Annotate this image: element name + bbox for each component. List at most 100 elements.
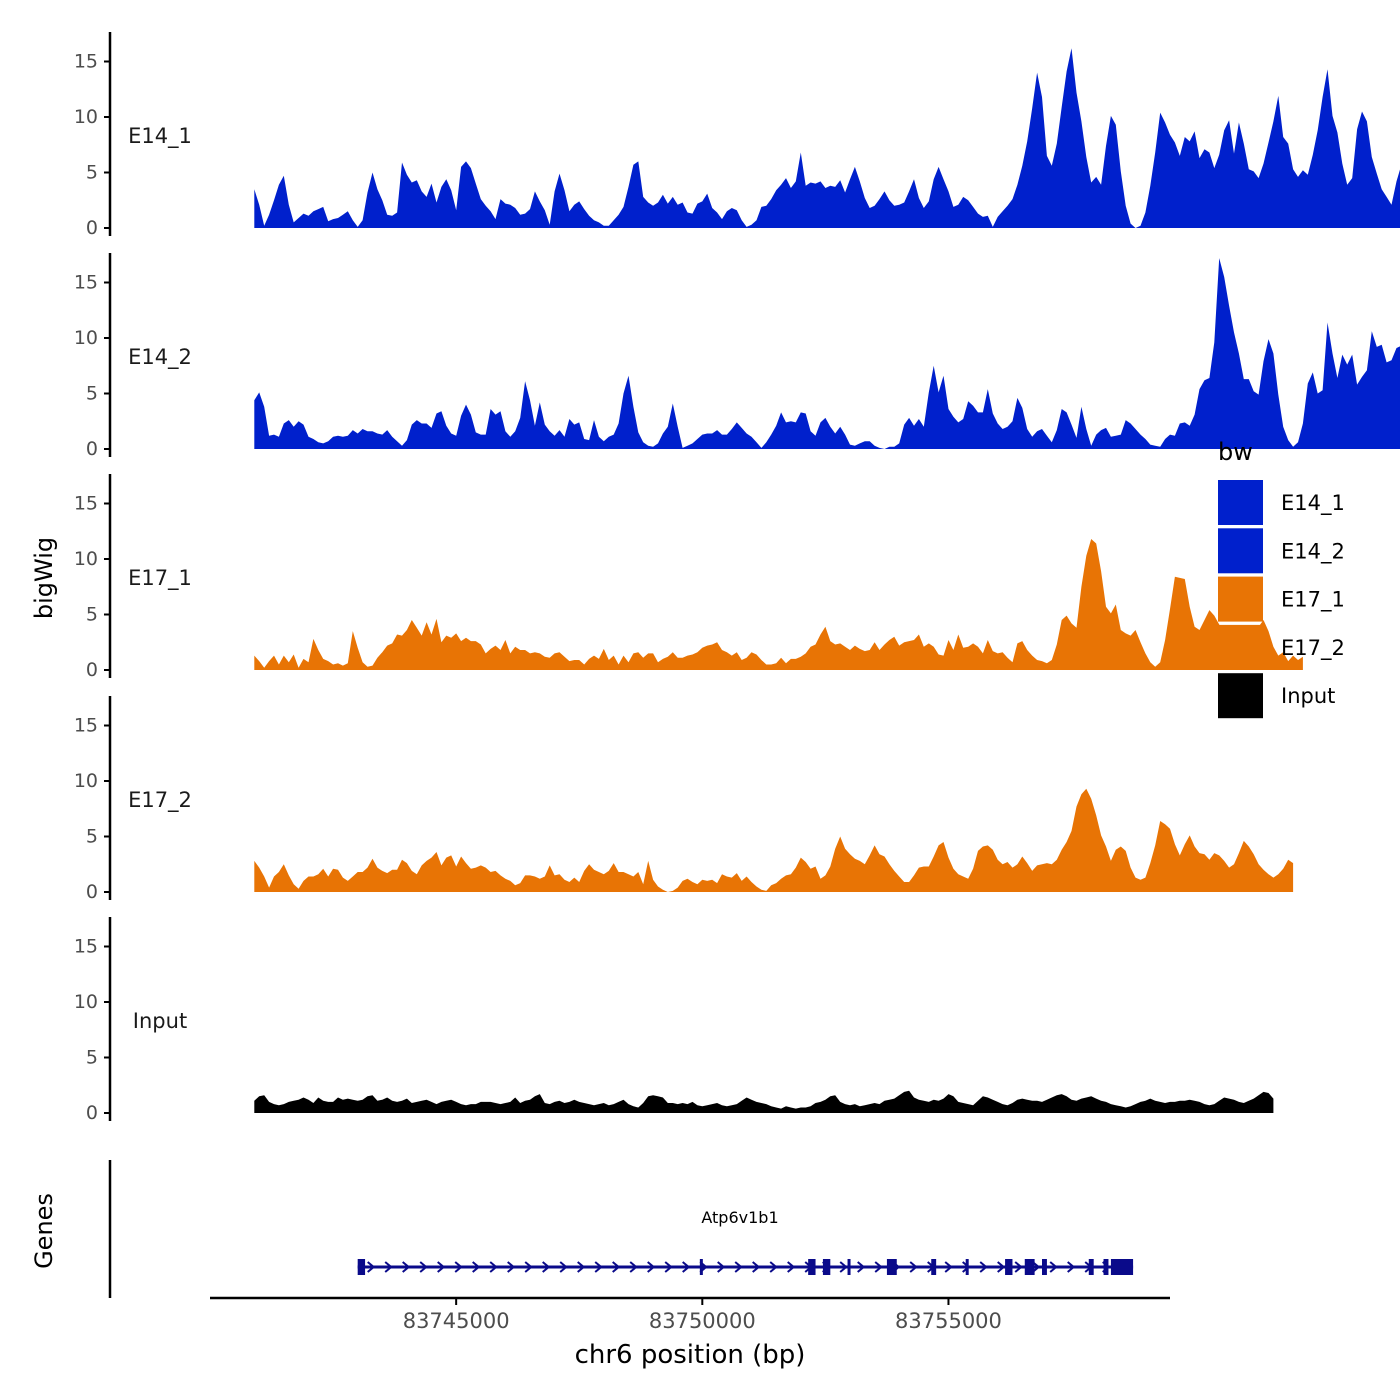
- exon: [1005, 1259, 1013, 1275]
- strand-arrow: [787, 1261, 796, 1273]
- strand-arrow: [944, 1261, 953, 1273]
- strand-arrow: [1032, 1261, 1041, 1273]
- strand-arrow: [612, 1261, 621, 1273]
- signal-area-e17-1: [254, 539, 1303, 670]
- track-input: 0 5 10 15 Input: [74, 917, 1274, 1124]
- strand-arrow: [752, 1261, 761, 1273]
- track-e14-2: 0 5 10 15 E14_2: [74, 253, 1400, 460]
- strand-arrow: [979, 1261, 988, 1273]
- gene-label: Atp6v1b1: [701, 1208, 778, 1227]
- signal-area-e17-2: [254, 788, 1294, 892]
- exon: [886, 1259, 897, 1275]
- y-tick-label: 5: [86, 826, 98, 848]
- signal-area-e14-1: [254, 48, 1400, 228]
- legend-label: Input: [1281, 684, 1335, 708]
- exon: [931, 1259, 937, 1275]
- strand-arrow: [559, 1261, 568, 1273]
- y-tick-label: 15: [74, 51, 98, 73]
- y-tick-label: 10: [74, 106, 98, 128]
- legend-label: E14_2: [1281, 539, 1345, 564]
- y-tick-label: 5: [86, 1047, 98, 1069]
- exon: [357, 1259, 366, 1275]
- strand-arrow: [769, 1261, 778, 1273]
- signal-area-e14-2: [254, 258, 1400, 449]
- strand-arrow: [1049, 1261, 1058, 1273]
- strand-arrow: [419, 1261, 428, 1273]
- signal-area-input: [254, 1090, 1274, 1113]
- genes-axis-title: Genes: [30, 1193, 58, 1269]
- exon: [847, 1259, 851, 1275]
- y-tick-label: 15: [74, 936, 98, 958]
- exon: [1103, 1259, 1109, 1275]
- strand-arrow: [402, 1261, 411, 1273]
- legend-swatch-e14-2: [1218, 528, 1263, 574]
- track-e17-1: 0 5 10 15 E17_1: [74, 474, 1303, 681]
- strand-arrow: [734, 1261, 743, 1273]
- strand-arrow: [682, 1261, 691, 1273]
- strand-arrow: [629, 1261, 638, 1273]
- legend-swatch-e17-1: [1218, 576, 1263, 622]
- exon: [699, 1259, 703, 1275]
- track-label: E17_2: [128, 788, 192, 813]
- x-axis-title: chr6 position (bp): [575, 1340, 806, 1370]
- legend: bw E14_1 E14_2 E17_1 E17_2 Input: [1218, 438, 1345, 719]
- legend-title: bw: [1218, 438, 1253, 466]
- exon: [1110, 1259, 1134, 1275]
- y-tick-label: 0: [86, 217, 98, 239]
- strand-arrow: [577, 1261, 586, 1273]
- x-tick-label: 83755000: [895, 1309, 1002, 1333]
- strand-arrow: [874, 1261, 883, 1273]
- y-tick-label: 5: [86, 604, 98, 626]
- strand-arrow: [664, 1261, 673, 1273]
- strand-arrow: [454, 1261, 463, 1273]
- track-e17-2: 0 5 10 15 E17_2: [74, 696, 1294, 903]
- genes-track: [108, 1160, 1134, 1298]
- y-tick-label: 0: [86, 438, 98, 460]
- track-label: Input: [133, 1009, 187, 1033]
- legend-label: E17_2: [1281, 636, 1345, 661]
- y-tick-label: 0: [86, 659, 98, 681]
- y-tick-label: 0: [86, 1102, 98, 1124]
- exon: [1024, 1259, 1035, 1275]
- strand-arrow: [839, 1261, 848, 1273]
- exon: [965, 1259, 969, 1275]
- y-tick-label: 15: [74, 493, 98, 515]
- exon: [1088, 1259, 1094, 1275]
- strand-arrow: [857, 1261, 866, 1273]
- legend-label: E17_1: [1281, 588, 1345, 613]
- legend-swatch-e14-1: [1218, 480, 1263, 525]
- strand-arrow: [1067, 1261, 1076, 1273]
- y-tick-label: 15: [74, 715, 98, 737]
- exon: [808, 1259, 816, 1275]
- strand-arrow: [472, 1261, 481, 1273]
- x-axis: 83745000 83750000 83755000: [210, 1296, 1170, 1333]
- y-tick-label: 15: [74, 272, 98, 294]
- y-tick-label: 10: [74, 548, 98, 570]
- track-label: E14_1: [128, 124, 192, 149]
- x-tick-label: 83745000: [403, 1309, 510, 1333]
- track-label: E14_2: [128, 345, 192, 370]
- strand-arrow: [489, 1261, 498, 1273]
- strand-arrow: [1014, 1261, 1023, 1273]
- x-tick-label: 83750000: [649, 1309, 756, 1333]
- legend-label: E14_1: [1281, 491, 1345, 516]
- strand-arrow: [717, 1261, 726, 1273]
- exon: [1042, 1259, 1047, 1275]
- strand-arrow: [437, 1261, 446, 1273]
- strand-arrow: [542, 1261, 551, 1273]
- y-tick-label: 0: [86, 881, 98, 903]
- strand-arrow: [367, 1261, 376, 1273]
- legend-swatch-e17-2: [1218, 624, 1263, 670]
- exon: [822, 1259, 831, 1275]
- strand-arrow: [507, 1261, 516, 1273]
- y-tick-label: 5: [86, 383, 98, 405]
- y-tick-label: 10: [74, 991, 98, 1013]
- strand-arrow: [384, 1261, 393, 1273]
- strand-arrow: [594, 1261, 603, 1273]
- strand-arrow: [909, 1261, 918, 1273]
- legend-swatch-input: [1218, 673, 1263, 719]
- strand-arrow: [997, 1261, 1006, 1273]
- y-axis-title: bigWig: [30, 537, 58, 619]
- track-e14-1: 0 5 10 15 E14_1: [74, 32, 1400, 239]
